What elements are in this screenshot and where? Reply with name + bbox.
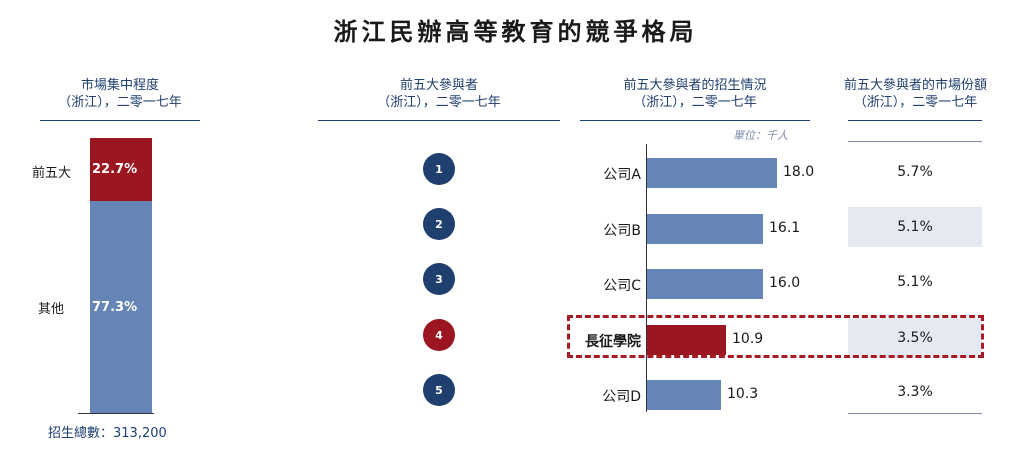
stack-top5-segment xyxy=(90,138,152,201)
rank-circle-highlight: 4 xyxy=(423,319,455,351)
rank-circle: 1 xyxy=(423,153,455,185)
concentration-header-line2: （浙江），二零一七年 xyxy=(58,95,182,110)
enrollment-header-line1: 前五大參與者的招生情況 xyxy=(623,78,767,93)
rank-number: 5 xyxy=(435,383,443,397)
share-row-shade xyxy=(848,207,982,247)
bar-category-label: 長征學院 xyxy=(585,334,641,350)
market-share-value: 3.5% xyxy=(897,330,933,346)
share-rule xyxy=(848,120,982,121)
market-share-value: 5.1% xyxy=(897,274,933,290)
bar-value-label: 18.0 xyxy=(783,164,815,180)
bar-axis xyxy=(646,144,647,412)
share-bottom-line xyxy=(848,413,982,414)
concentration-header: 市場集中程度 （浙江），二零一七年 xyxy=(40,77,200,111)
concentration-header-line1: 市場集中程度 xyxy=(80,78,159,93)
unit-label: 單位：千人 xyxy=(733,129,788,142)
bar-value-label: 10.9 xyxy=(732,331,764,347)
share-top-line xyxy=(848,141,982,142)
top5-header: 前五大參與者 （浙江），二零一七年 xyxy=(318,77,560,111)
market-share-value: 5.1% xyxy=(897,219,933,235)
stack-others-value: 77.3% xyxy=(92,300,138,315)
share-row-shade xyxy=(848,318,982,358)
enrollment-bar xyxy=(647,269,763,299)
highlight-dashed-box xyxy=(567,315,984,358)
rank-circle: 5 xyxy=(423,374,455,406)
market-share-value: 5.7% xyxy=(897,164,933,180)
bar-value-label: 16.0 xyxy=(769,275,801,291)
top5-rule xyxy=(318,120,560,121)
share-header-line1: 前五大參與者的市場份額 xyxy=(843,78,987,93)
rank-circle: 2 xyxy=(423,208,455,240)
stack-top5-value: 22.7% xyxy=(92,162,138,177)
bar-category-label: 公司D xyxy=(602,389,641,405)
share-header-line2: （浙江），二零一七年 xyxy=(853,95,978,110)
enrollment-bar xyxy=(647,214,763,244)
rank-number: 1 xyxy=(435,162,443,176)
enrollment-header: 前五大參與者的招生情況 （浙江），二零一七年 xyxy=(580,77,810,111)
enrollment-bar xyxy=(647,158,777,188)
bar-value-label: 16.1 xyxy=(769,220,801,236)
enrollment-bar xyxy=(647,380,721,410)
market-share-value: 3.3% xyxy=(897,384,933,400)
bar-category-label: 公司C xyxy=(603,278,641,294)
enrollment-header-line2: （浙江），二零一七年 xyxy=(633,95,757,110)
bar-category-label: 公司B xyxy=(603,223,641,239)
total-enrollment: 招生總數：313,200 xyxy=(48,426,167,441)
concentration-rule xyxy=(40,120,200,121)
enrollment-bar xyxy=(647,325,726,355)
bar-value-label: 10.3 xyxy=(727,386,759,402)
share-header: 前五大參與者的市場份額 （浙江），二零一七年 xyxy=(828,77,1003,111)
top5-header-line2: （浙江），二零一七年 xyxy=(377,95,501,110)
top5-header-line1: 前五大參與者 xyxy=(399,78,478,93)
rank-number: 2 xyxy=(435,217,443,231)
rank-number: 3 xyxy=(435,272,443,286)
bar-category-label: 公司A xyxy=(603,167,641,183)
enrollment-rule xyxy=(580,120,810,121)
page-title: 浙江民辦高等教育的競爭格局 xyxy=(333,18,698,46)
rank-number: 4 xyxy=(435,328,443,342)
stack-baseline xyxy=(78,413,154,414)
rank-circle: 3 xyxy=(423,263,455,295)
stack-others-label: 其他 xyxy=(38,302,65,317)
stack-others-segment xyxy=(90,201,152,414)
stack-top5-label: 前五大 xyxy=(32,166,72,181)
